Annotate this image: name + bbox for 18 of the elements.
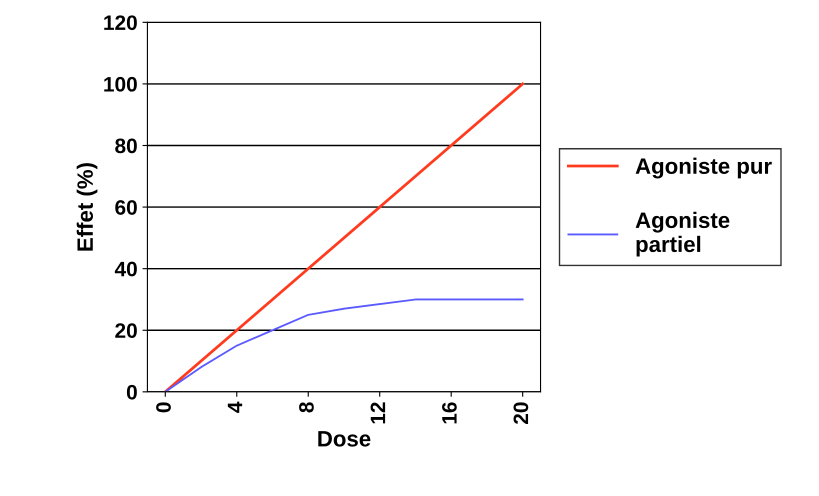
y-tick-label: 100 xyxy=(104,76,137,92)
legend-label: Agoniste partiel xyxy=(636,212,730,257)
x-tick-label: 20 xyxy=(514,402,528,424)
y-tick-label: 0 xyxy=(126,384,137,400)
y-tick-label: 60 xyxy=(115,200,137,215)
y-tick-label: 80 xyxy=(115,138,137,154)
y-tick-label: 40 xyxy=(114,262,137,276)
x-tick-label: 4 xyxy=(228,402,242,413)
line-series xyxy=(164,298,524,392)
x-tick-label: 8 xyxy=(299,402,314,412)
x-axis-title: Dose xyxy=(318,431,370,447)
x-tick-label: 0 xyxy=(156,402,171,412)
legend-label: Agoniste pur xyxy=(636,158,772,178)
y-axis-title: Effet (%) xyxy=(76,163,98,251)
x-tick-label: 16 xyxy=(442,402,457,424)
y-tick-label: 120 xyxy=(104,15,137,30)
y-tick-label: 20 xyxy=(115,323,137,338)
x-tick-label: 12 xyxy=(370,402,386,424)
